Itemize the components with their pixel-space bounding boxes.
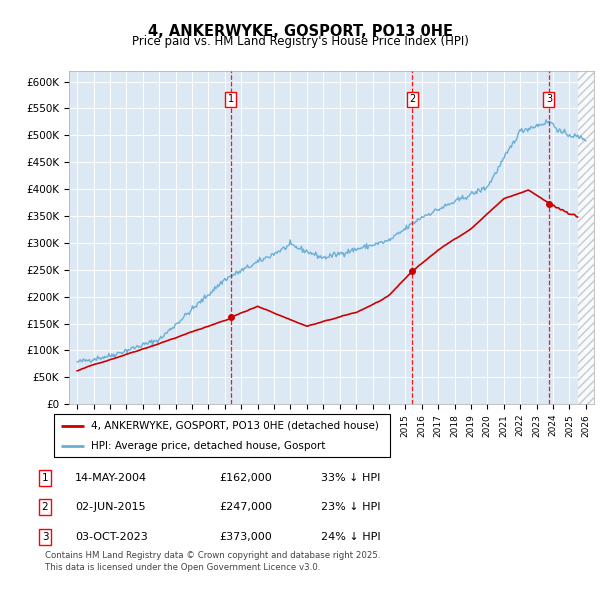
Text: 4, ANKERWYKE, GOSPORT, PO13 0HE (detached house): 4, ANKERWYKE, GOSPORT, PO13 0HE (detache… [91, 421, 379, 431]
Text: £373,000: £373,000 [219, 532, 272, 542]
Text: 02-JUN-2015: 02-JUN-2015 [75, 503, 146, 512]
Text: Price paid vs. HM Land Registry's House Price Index (HPI): Price paid vs. HM Land Registry's House … [131, 35, 469, 48]
Text: 23% ↓ HPI: 23% ↓ HPI [321, 503, 380, 512]
Text: 24% ↓ HPI: 24% ↓ HPI [321, 532, 380, 542]
Text: 4, ANKERWYKE, GOSPORT, PO13 0HE: 4, ANKERWYKE, GOSPORT, PO13 0HE [148, 24, 452, 38]
Text: 03-OCT-2023: 03-OCT-2023 [75, 532, 148, 542]
Text: 2: 2 [409, 94, 415, 104]
Text: 33% ↓ HPI: 33% ↓ HPI [321, 473, 380, 483]
Text: 3: 3 [546, 94, 552, 104]
Text: £247,000: £247,000 [219, 503, 272, 512]
Text: 1: 1 [41, 473, 49, 483]
Text: Contains HM Land Registry data © Crown copyright and database right 2025.
This d: Contains HM Land Registry data © Crown c… [45, 552, 380, 572]
FancyBboxPatch shape [54, 414, 390, 457]
Text: 1: 1 [228, 94, 234, 104]
Text: 2: 2 [41, 503, 49, 512]
Bar [578, 71, 594, 404]
Text: 14-MAY-2004: 14-MAY-2004 [75, 473, 147, 483]
Text: HPI: Average price, detached house, Gosport: HPI: Average price, detached house, Gosp… [91, 441, 325, 451]
Text: 3: 3 [41, 532, 49, 542]
Text: £162,000: £162,000 [219, 473, 272, 483]
